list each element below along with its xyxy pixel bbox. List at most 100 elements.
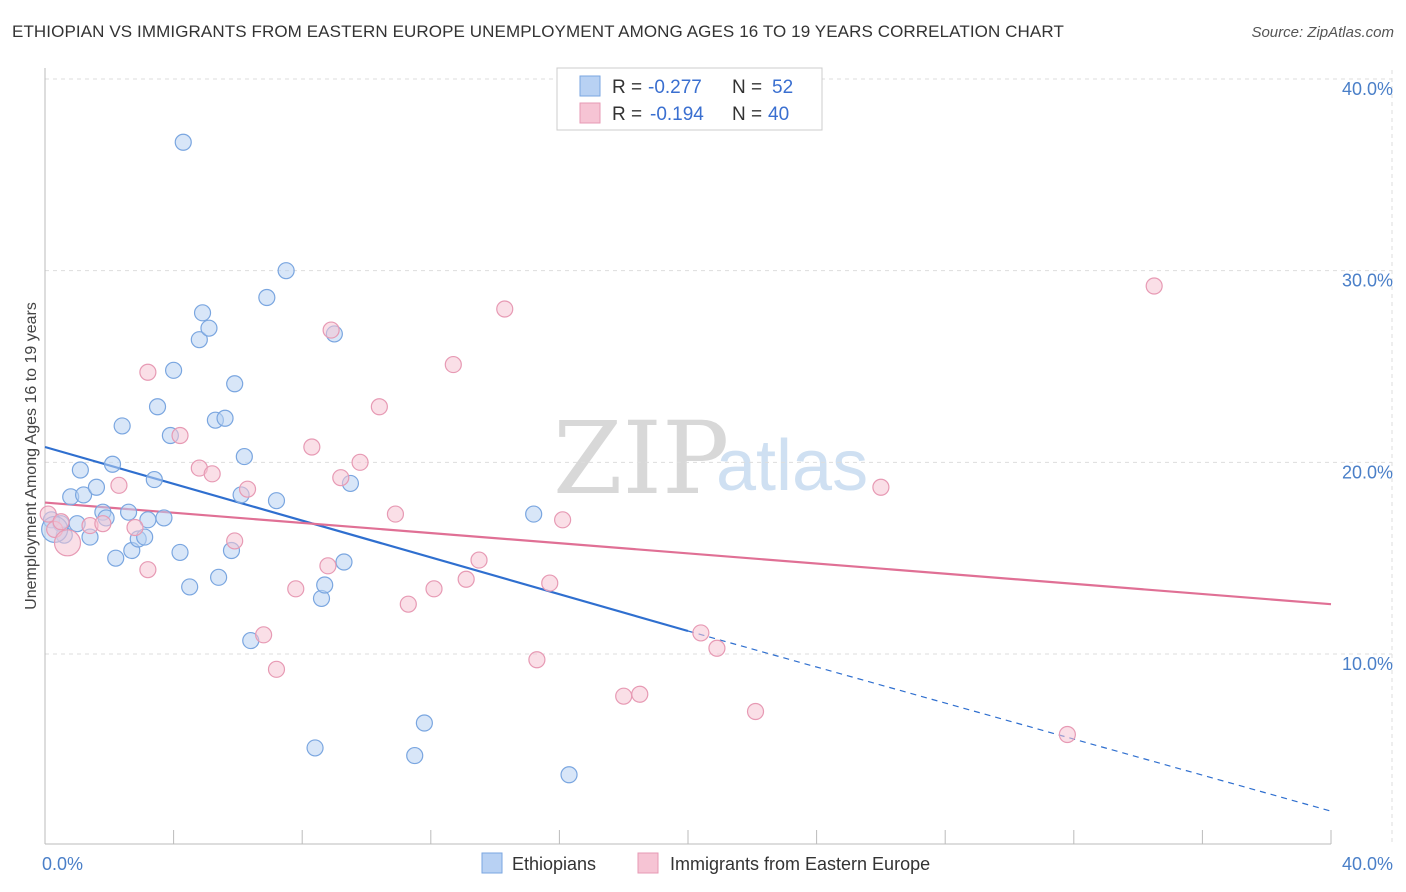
point-eastern-europe-31 (528, 651, 546, 669)
point-ethiopians-24 (171, 543, 189, 562)
point-eastern-europe-7 (126, 518, 144, 537)
axes (44, 68, 1332, 845)
watermark-zip: ZIP (553, 400, 729, 517)
point-eastern-europe-28 (457, 570, 475, 588)
point-eastern-europe-8 (139, 561, 157, 579)
point-eastern-europe-24 (386, 505, 405, 523)
bottom-legend-swatch-ethiopians (481, 852, 503, 874)
x-tick-label-min: 0.0% (42, 854, 83, 874)
point-ethiopians-11 (103, 455, 122, 473)
point-ethiopians-14 (119, 503, 138, 521)
point-eastern-europe-13 (226, 532, 244, 550)
point-eastern-europe-18 (303, 438, 321, 456)
correlation-legend: R = -0.277 N = 52 R = -0.194 N = 40 (556, 67, 823, 131)
y-tick-label-40: 40.0% (1342, 79, 1393, 99)
point-eastern-europe-35 (631, 685, 649, 703)
point-ethiopians-39 (267, 492, 286, 510)
point-eastern-europe-22 (351, 453, 369, 471)
point-eastern-europe-2 (52, 513, 70, 531)
point-eastern-europe-32 (541, 574, 559, 592)
data-points (39, 133, 1163, 784)
point-ethiopians-50 (560, 766, 578, 784)
point-ethiopians-34 (226, 375, 244, 393)
point-eastern-europe-19 (319, 557, 337, 575)
point-eastern-europe-6 (110, 476, 128, 494)
point-ethiopians-25 (174, 133, 192, 151)
chart-title: ETHIOPIAN VS IMMIGRANTS FROM EASTERN EUR… (12, 22, 1064, 41)
point-eastern-europe-38 (746, 702, 765, 721)
point-eastern-europe-0 (39, 505, 57, 523)
point-ethiopians-48 (415, 714, 433, 732)
point-ethiopians-20 (148, 398, 167, 416)
trend-line-eastern-europe (44, 501, 1332, 606)
point-eastern-europe-10 (171, 426, 189, 445)
watermark-atlas: atlas (716, 426, 868, 506)
point-ethiopians-45 (335, 553, 353, 571)
point-eastern-europe-16 (267, 660, 286, 678)
point-ethiopians-41 (306, 739, 324, 757)
bottom-legend-swatch-eastern-europe (637, 852, 659, 874)
point-eastern-europe-3 (53, 529, 82, 557)
point-eastern-europe-12 (203, 465, 221, 483)
source-credit: Source: ZipAtlas.com (1251, 24, 1394, 41)
point-eastern-europe-37 (708, 639, 726, 657)
point-eastern-europe-9 (139, 363, 157, 381)
point-ethiopians-43 (316, 576, 334, 594)
trend-line-extension-ethiopians (687, 630, 1332, 812)
point-eastern-europe-15 (255, 626, 273, 644)
point-ethiopians-38 (258, 288, 276, 307)
point-eastern-europe-30 (496, 300, 514, 318)
legend-n-label-0: N = (732, 77, 762, 98)
point-ethiopians-19 (145, 470, 163, 489)
point-ethiopians-23 (165, 361, 183, 379)
point-ethiopians-28 (193, 304, 212, 322)
point-ethiopians-5 (71, 461, 89, 479)
point-ethiopians-36 (235, 447, 253, 466)
legend-r-value-0: -0.277 (648, 77, 702, 98)
point-eastern-europe-39 (872, 478, 890, 496)
point-eastern-europe-14 (238, 480, 257, 498)
legend-r-label-0: R = (612, 77, 642, 98)
point-ethiopians-12 (107, 549, 125, 567)
legend-r-label-1: R = (612, 104, 642, 125)
y-tick-label-30: 30.0% (1342, 271, 1393, 291)
point-eastern-europe-34 (615, 687, 633, 705)
point-ethiopians-31 (210, 568, 228, 586)
point-eastern-europe-17 (287, 580, 305, 598)
legend-n-label-1: N = (732, 104, 762, 125)
legend-r-value-1: -0.194 (650, 104, 704, 125)
y-tick-label-20: 20.0% (1342, 462, 1393, 482)
point-ethiopians-32 (216, 409, 234, 427)
point-eastern-europe-36 (692, 624, 710, 642)
point-eastern-europe-5 (94, 515, 112, 533)
y-axis-label: Unemployment Among Ages 16 to 19 years (23, 302, 40, 610)
point-ethiopians-47 (406, 746, 424, 765)
point-eastern-europe-27 (444, 355, 462, 374)
legend-n-value-0: 52 (772, 77, 793, 98)
point-eastern-europe-20 (322, 321, 340, 339)
point-eastern-europe-23 (370, 398, 388, 416)
point-ethiopians-29 (200, 319, 218, 337)
bottom-legend-eastern-europe: Immigrants from Eastern Europe (670, 854, 930, 874)
legend-swatch-ethiopians (579, 75, 601, 97)
point-ethiopians-13 (113, 417, 131, 435)
point-ethiopians-27 (190, 331, 208, 349)
x-tick-label-max: 40.0% (1342, 854, 1393, 874)
legend-n-value-1: 40 (768, 104, 789, 125)
point-eastern-europe-21 (332, 469, 350, 487)
point-ethiopians-26 (181, 578, 199, 596)
point-ethiopians-21 (155, 509, 173, 527)
point-eastern-europe-41 (1145, 277, 1163, 295)
point-eastern-europe-33 (554, 511, 572, 529)
tick-labels: 10.0% 20.0% 30.0% 40.0% 0.0% 40.0% (42, 79, 1393, 874)
point-ethiopians-40 (277, 262, 295, 280)
point-ethiopians-8 (87, 478, 106, 496)
point-eastern-europe-29 (470, 551, 488, 569)
bottom-legend-ethiopians: Ethiopians (512, 854, 596, 874)
y-tick-label-10: 10.0% (1342, 654, 1393, 674)
point-eastern-europe-26 (425, 580, 443, 598)
legend-swatch-eastern-europe (579, 102, 601, 124)
point-ethiopians-6 (74, 486, 93, 504)
series-legend: Ethiopians Immigrants from Eastern Europ… (481, 852, 930, 874)
